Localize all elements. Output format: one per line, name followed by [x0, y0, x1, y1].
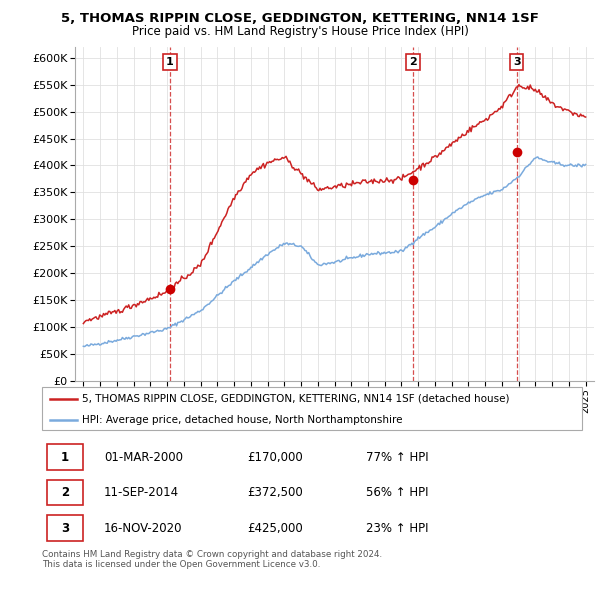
FancyBboxPatch shape: [47, 480, 83, 505]
Text: 77% ↑ HPI: 77% ↑ HPI: [366, 451, 428, 464]
Text: 1: 1: [166, 57, 174, 67]
Text: 2: 2: [61, 486, 69, 499]
Text: 11-SEP-2014: 11-SEP-2014: [104, 486, 179, 499]
Text: Contains HM Land Registry data © Crown copyright and database right 2024.
This d: Contains HM Land Registry data © Crown c…: [42, 550, 382, 569]
Text: 23% ↑ HPI: 23% ↑ HPI: [366, 522, 428, 535]
Text: HPI: Average price, detached house, North Northamptonshire: HPI: Average price, detached house, Nort…: [83, 415, 403, 425]
Text: 3: 3: [513, 57, 520, 67]
Text: 16-NOV-2020: 16-NOV-2020: [104, 522, 182, 535]
Text: 01-MAR-2000: 01-MAR-2000: [104, 451, 183, 464]
Text: 5, THOMAS RIPPIN CLOSE, GEDDINGTON, KETTERING, NN14 1SF (detached house): 5, THOMAS RIPPIN CLOSE, GEDDINGTON, KETT…: [83, 394, 510, 404]
Text: 1: 1: [61, 451, 69, 464]
Text: £372,500: £372,500: [247, 486, 303, 499]
FancyBboxPatch shape: [42, 387, 582, 430]
Text: Price paid vs. HM Land Registry's House Price Index (HPI): Price paid vs. HM Land Registry's House …: [131, 25, 469, 38]
Text: £170,000: £170,000: [247, 451, 303, 464]
Text: 3: 3: [61, 522, 69, 535]
Text: £425,000: £425,000: [247, 522, 303, 535]
Text: 56% ↑ HPI: 56% ↑ HPI: [366, 486, 428, 499]
FancyBboxPatch shape: [47, 444, 83, 470]
Text: 5, THOMAS RIPPIN CLOSE, GEDDINGTON, KETTERING, NN14 1SF: 5, THOMAS RIPPIN CLOSE, GEDDINGTON, KETT…: [61, 12, 539, 25]
FancyBboxPatch shape: [47, 515, 83, 541]
Text: 2: 2: [409, 57, 417, 67]
